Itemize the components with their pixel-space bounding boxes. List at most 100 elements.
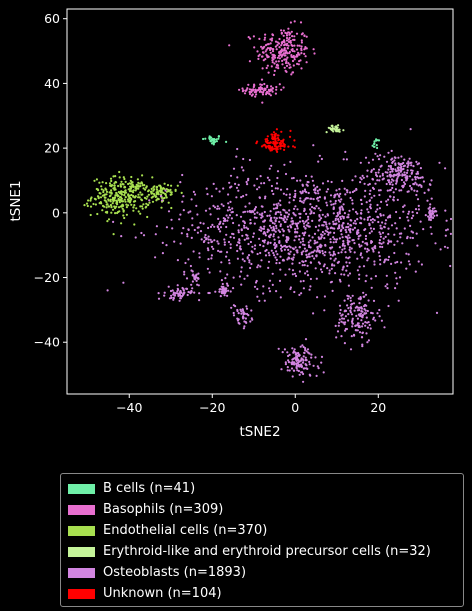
data-point (376, 179, 379, 182)
data-point (139, 212, 142, 215)
data-point (181, 173, 184, 177)
data-point (345, 226, 348, 229)
data-point (350, 303, 353, 306)
data-point (338, 212, 341, 215)
data-point (287, 361, 291, 364)
data-point (341, 225, 344, 228)
data-point (223, 243, 226, 246)
data-point (253, 46, 256, 49)
data-point (242, 327, 245, 330)
data-point (248, 60, 251, 63)
data-point (296, 251, 299, 254)
data-point (243, 320, 246, 323)
data-point (169, 289, 173, 293)
data-point (395, 277, 398, 280)
data-point (264, 58, 267, 61)
data-point (123, 198, 126, 201)
data-point (282, 219, 285, 222)
data-point (393, 159, 396, 162)
data-point (343, 323, 346, 326)
data-point (339, 308, 342, 312)
data-point (358, 243, 361, 246)
data-point (429, 213, 433, 216)
data-point (290, 361, 293, 364)
data-point (372, 168, 375, 171)
data-point (285, 39, 289, 42)
data-point (404, 176, 407, 179)
data-point (385, 182, 388, 186)
data-point (427, 215, 430, 218)
data-point (226, 219, 229, 222)
data-point (353, 334, 356, 337)
data-point (281, 54, 284, 57)
data-point (361, 322, 365, 325)
data-point (186, 293, 189, 297)
data-point (326, 213, 329, 216)
data-point (313, 257, 316, 260)
data-point (329, 200, 332, 203)
data-point (273, 62, 276, 65)
data-point (353, 251, 356, 254)
data-point (119, 183, 122, 186)
data-point (217, 135, 220, 138)
data-point (252, 232, 255, 235)
data-point (340, 335, 343, 338)
data-point (125, 203, 128, 206)
data-point (140, 181, 143, 184)
data-point (374, 171, 377, 174)
data-point (298, 44, 301, 47)
data-point (264, 138, 267, 141)
data-point (322, 265, 325, 268)
data-point (419, 220, 422, 223)
data-point (142, 234, 146, 237)
data-point (147, 193, 150, 196)
data-point (274, 40, 278, 43)
data-point (307, 244, 311, 247)
data-point (267, 260, 271, 263)
data-point (316, 185, 319, 188)
data-point (277, 229, 280, 232)
data-point (245, 321, 248, 324)
data-point (310, 356, 313, 359)
data-point (157, 297, 161, 300)
data-point (281, 59, 284, 63)
data-point (364, 280, 367, 283)
data-point (369, 219, 373, 222)
data-point (230, 185, 233, 188)
data-point (313, 242, 316, 245)
data-point (332, 212, 335, 215)
data-point (207, 238, 210, 241)
data-point (315, 205, 318, 208)
data-point (361, 256, 364, 259)
data-point (275, 85, 278, 89)
data-point (277, 60, 280, 63)
data-point (237, 231, 240, 234)
data-point (284, 363, 287, 366)
data-point (376, 155, 379, 158)
data-point (194, 274, 198, 277)
data-point (365, 274, 368, 277)
data-point (265, 93, 268, 96)
data-point (265, 146, 268, 149)
data-point (282, 245, 285, 248)
data-point (303, 351, 306, 355)
data-point (374, 210, 377, 213)
data-point (269, 241, 272, 244)
data-point (356, 329, 359, 332)
data-point (306, 348, 310, 351)
data-point (191, 217, 194, 220)
data-point (103, 194, 106, 197)
data-point (402, 184, 405, 187)
data-point (408, 157, 411, 160)
data-point (349, 227, 352, 231)
data-point (302, 201, 305, 204)
data-point (285, 218, 288, 221)
data-point (86, 204, 89, 208)
data-point (419, 176, 422, 179)
data-point (277, 145, 280, 148)
data-point (155, 198, 158, 201)
data-point (317, 261, 320, 264)
data-point (323, 197, 326, 200)
data-point (287, 27, 290, 30)
data-point (142, 203, 145, 206)
